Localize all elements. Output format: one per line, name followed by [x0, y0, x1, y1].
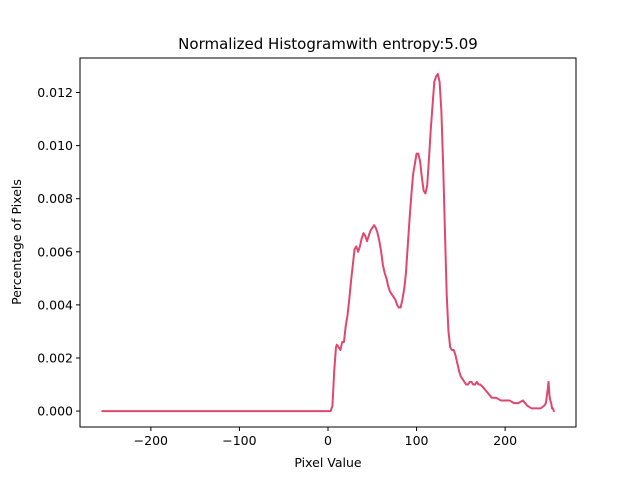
y-tick-label: 0.006 — [37, 244, 73, 259]
y-axis-ticks: 0.000 0.002 0.004 0.006 0.008 0.010 0.012 — [37, 85, 80, 419]
y-tick-label: 0.000 — [37, 404, 73, 419]
x-tick-label: −200 — [134, 433, 168, 448]
x-tick-label: 100 — [405, 433, 429, 448]
plot-area-frame — [79, 57, 577, 428]
series-line — [101, 72, 555, 413]
x-tick-label: 0 — [324, 433, 332, 448]
x-tick-label: −100 — [222, 433, 256, 448]
y-tick-label: 0.004 — [37, 297, 73, 312]
y-tick-label: 0.002 — [37, 350, 73, 365]
y-tick-label: 0.010 — [37, 138, 73, 153]
y-axis-label: Percentage of Pixels — [9, 179, 24, 305]
chart-title: Normalized Histogramwith entropy:5.09 — [178, 35, 478, 53]
y-tick-label: 0.008 — [37, 191, 73, 206]
x-tick-label: 200 — [493, 433, 517, 448]
x-axis-ticks: −200 −100 0 100 200 — [134, 427, 517, 448]
y-tick-label: 0.012 — [37, 85, 73, 100]
x-axis-label: Pixel Value — [294, 455, 362, 470]
